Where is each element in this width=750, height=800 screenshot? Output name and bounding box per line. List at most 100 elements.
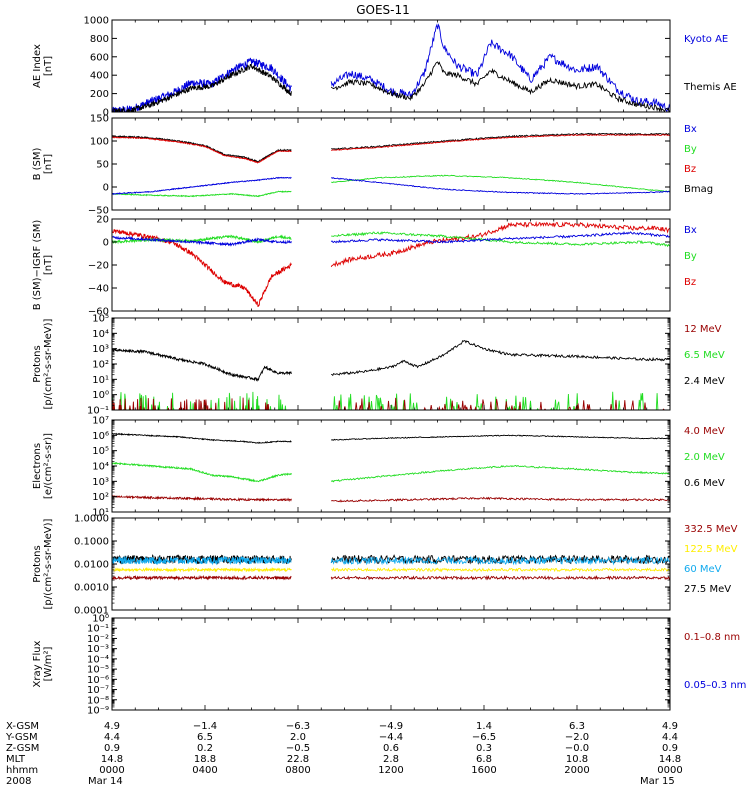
y-tick-label: 10³ (92, 344, 109, 355)
y-axis-label: B (SM) (32, 147, 43, 180)
y-tick-label: 10⁷ (92, 416, 109, 427)
series-hiprotons-1 (112, 555, 670, 566)
y-tick-label: 1.0000 (74, 514, 109, 525)
y-axis-label: Protons (32, 345, 43, 382)
y-tick-label: 10⁻¹ (87, 624, 109, 635)
legend-entry: Kyoto AE (684, 34, 728, 45)
x-axis-value: 4.9 (104, 721, 120, 732)
x-axis-row-label: Z-GSM (6, 743, 39, 754)
y-axis-label: [W/m²] (43, 646, 54, 681)
legend-entry: Themis AE (683, 82, 737, 93)
series-electrons-0 (112, 432, 670, 444)
legend-entry: 4.0 MeV (684, 426, 725, 437)
x-axis-value: 14.8 (659, 754, 681, 765)
y-tick-label: 800 (90, 34, 109, 45)
panel-ae: 0 200 400 600 800 1000 AE Index [nT] Kyoto AE The… (32, 16, 737, 119)
x-axis-value: −1.4 (193, 721, 217, 732)
legend-entry: 6.5 MeV (684, 350, 725, 361)
x-axis-value: −0.0 (565, 743, 589, 754)
x-axis-value: 18.8 (194, 754, 216, 765)
x-axis-value: 0000 (657, 765, 682, 776)
x-axis-value: 1600 (471, 765, 496, 776)
x-axis-value: 6.8 (476, 754, 492, 765)
x-axis-value: −4.9 (379, 721, 403, 732)
x-axis-table: X-GSM 4.9 −1.4 −6.3 −4.9 1.4 6.3 4.9 Y-GSM 4.4 6.5… (5, 721, 683, 787)
y-tick-label: 10⁰ (92, 390, 109, 401)
y-axis-label: Xray Flux (32, 640, 43, 687)
y-axis-label: Electrons (32, 443, 43, 489)
y-axis-label: [p/(cm²-s-sr-MeV)] (43, 318, 54, 409)
y-tick-label: 10¹ (92, 375, 109, 386)
legend-entry: By (684, 251, 697, 262)
y-tick-label: 0.0100 (74, 560, 109, 571)
y-tick-label: 0.0010 (74, 583, 109, 594)
y-axis-label: [nT] (43, 255, 54, 275)
x-axis-value: 2.8 (383, 754, 399, 765)
panel-frame-ae (111, 19, 671, 113)
y-tick-label: 600 (90, 52, 109, 63)
x-axis-value: −2.0 (565, 732, 589, 743)
y-tick-label: 10⁻² (87, 634, 109, 645)
series-bsm-1 (112, 134, 670, 164)
y-tick-label: 150 (90, 114, 109, 125)
panel-hiprotons: 0.0001 0.0010 0.0100 0.1000 1.0000 Protons [p/… (32, 514, 738, 617)
x-axis-row-label: hhmm (6, 765, 38, 776)
x-axis-value: −4.4 (379, 732, 403, 743)
x-axis-value: 4.9 (662, 721, 678, 732)
legend-entry: 60 MeV (684, 564, 722, 575)
y-tick-label: 100 (90, 137, 109, 148)
y-tick-label: 1000 (84, 16, 109, 27)
y-tick-label: 200 (90, 89, 109, 100)
x-axis-value: 0400 (192, 765, 217, 776)
y-tick-label: 10⁵ (92, 314, 109, 325)
y-tick-label: 0.1000 (74, 537, 109, 548)
legend-entry: 12 MeV (684, 324, 722, 335)
legend-entry: 332.5 MeV (684, 524, 738, 535)
legend-entry: Bx (684, 225, 697, 236)
y-tick-label: 0.0001 (74, 606, 109, 617)
y-tick-label: 10⁴ (92, 329, 109, 340)
series-protons-0 (112, 339, 670, 382)
series-bsm-2 (112, 174, 670, 198)
x-axis-value: Mar 14 (88, 776, 123, 787)
panel-bsm: −50 0 50 100 150 B (SM) [nT] Bx By Bz Bmag (32, 114, 713, 217)
y-tick-label: 10⁻⁵ (87, 665, 109, 676)
panel-frame-protons (111, 317, 671, 411)
legend-entry: 0.1–0.8 nm (684, 632, 740, 643)
legend-entry: 122.5 MeV (684, 544, 738, 555)
panel-bsmigrf: −60 −40 −20 0 20 B (SM)−IGRF (SM) [nT] Bx By Bz (32, 215, 697, 318)
x-axis-value: 6.3 (569, 721, 585, 732)
x-axis-value: 0800 (285, 765, 310, 776)
x-axis-value: 1.4 (476, 721, 492, 732)
y-tick-label: 10⁻⁴ (87, 654, 109, 665)
x-axis-value: 1200 (378, 765, 403, 776)
panel-frame-hiprotons (111, 517, 671, 611)
series-electrons-1 (112, 461, 670, 483)
series-ae-0 (112, 23, 670, 112)
panel-electrons: 10¹ 10² 10³ 10⁴ 10⁵ 10⁶ 10⁷ Electrons [e/(cm²-s-… (32, 416, 725, 519)
y-tick-label: 10⁻⁸ (87, 695, 109, 706)
y-tick-label: 10⁵ (92, 446, 109, 457)
y-tick-label: 10⁰ (92, 614, 109, 625)
x-axis-value: 4.4 (662, 732, 678, 743)
x-axis-row-label: 2008 (6, 776, 31, 787)
series-bsm-3 (112, 176, 670, 196)
x-axis-value: −6.5 (472, 732, 496, 743)
legend-entry: 27.5 MeV (684, 584, 731, 595)
legend-entry: 0.05–0.3 nm (684, 680, 746, 691)
legend-entry: Bz (684, 164, 696, 175)
x-axis-value: 4.4 (104, 732, 120, 743)
y-tick-label: 10⁴ (92, 462, 109, 473)
x-axis-value: 2000 (564, 765, 589, 776)
y-tick-label: 20 (96, 215, 109, 226)
y-tick-label: 10¹ (92, 508, 109, 519)
y-tick-label: 10⁻¹ (87, 406, 109, 417)
x-axis-value: −0.5 (286, 743, 310, 754)
series-hiprotons-2 (112, 566, 670, 573)
x-axis-value: 0000 (99, 765, 124, 776)
x-axis-value: 22.8 (287, 754, 309, 765)
y-axis-label: [nT] (43, 154, 54, 174)
